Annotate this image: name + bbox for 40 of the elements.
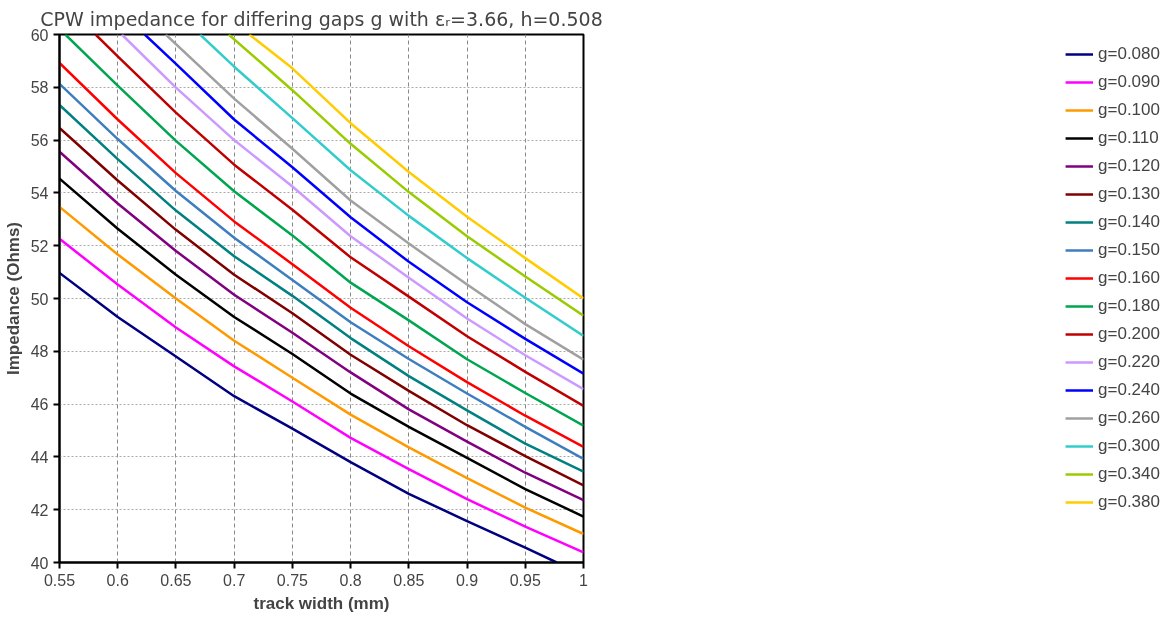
y-tick-label: 50	[30, 290, 49, 308]
legend-label: g=0.100	[1098, 100, 1160, 120]
x-axis-title: track width (mm)	[253, 593, 390, 613]
y-tick-label: 58	[30, 79, 49, 97]
x-tick-label: 0.75	[276, 571, 309, 589]
y-tick-label: 48	[30, 343, 49, 361]
y-tick-label: 44	[30, 448, 49, 466]
y-axis-title: Impedance (Ohms)	[3, 221, 23, 376]
legend-label: g=0.110	[1098, 128, 1159, 148]
legend-label: g=0.180	[1098, 296, 1160, 316]
legend-label: g=0.380	[1098, 492, 1160, 512]
legend-label: g=0.300	[1098, 436, 1160, 456]
x-tick-label: 0.55	[43, 571, 76, 589]
x-tick-label: 0.95	[509, 571, 541, 589]
x-tick-label: 0.6	[106, 571, 129, 589]
y-tick-label: 52	[30, 237, 49, 255]
legend-label: g=0.340	[1098, 464, 1160, 484]
legend-label: g=0.090	[1098, 72, 1160, 92]
x-tick-label: 1	[579, 571, 589, 589]
legend-label: g=0.160	[1098, 268, 1160, 288]
legend-label: g=0.200	[1098, 324, 1160, 344]
x-tick-label: 0.65	[160, 571, 192, 589]
legend-label: g=0.150	[1098, 240, 1160, 260]
y-tick-label: 40	[30, 554, 49, 572]
y-tick-label: 46	[30, 396, 49, 414]
legend-label: g=0.260	[1098, 408, 1160, 428]
y-tick-label: 54	[30, 184, 49, 202]
x-tick-label: 0.9	[455, 571, 479, 589]
legend-label: g=0.240	[1098, 380, 1160, 400]
x-tick-label: 0.85	[393, 571, 425, 589]
y-tick-label: 42	[30, 501, 49, 519]
legend-label: g=0.130	[1098, 184, 1160, 204]
legend-label: g=0.120	[1098, 156, 1160, 176]
legend-label: g=0.140	[1098, 212, 1160, 232]
x-tick-label: 0.7	[223, 571, 246, 589]
x-tick-label: 0.8	[339, 571, 362, 589]
y-tick-label: 56	[30, 132, 49, 150]
line-series	[59, 271, 558, 563]
legend-label: g=0.220	[1098, 352, 1160, 372]
legend-label: g=0.080	[1098, 44, 1160, 64]
